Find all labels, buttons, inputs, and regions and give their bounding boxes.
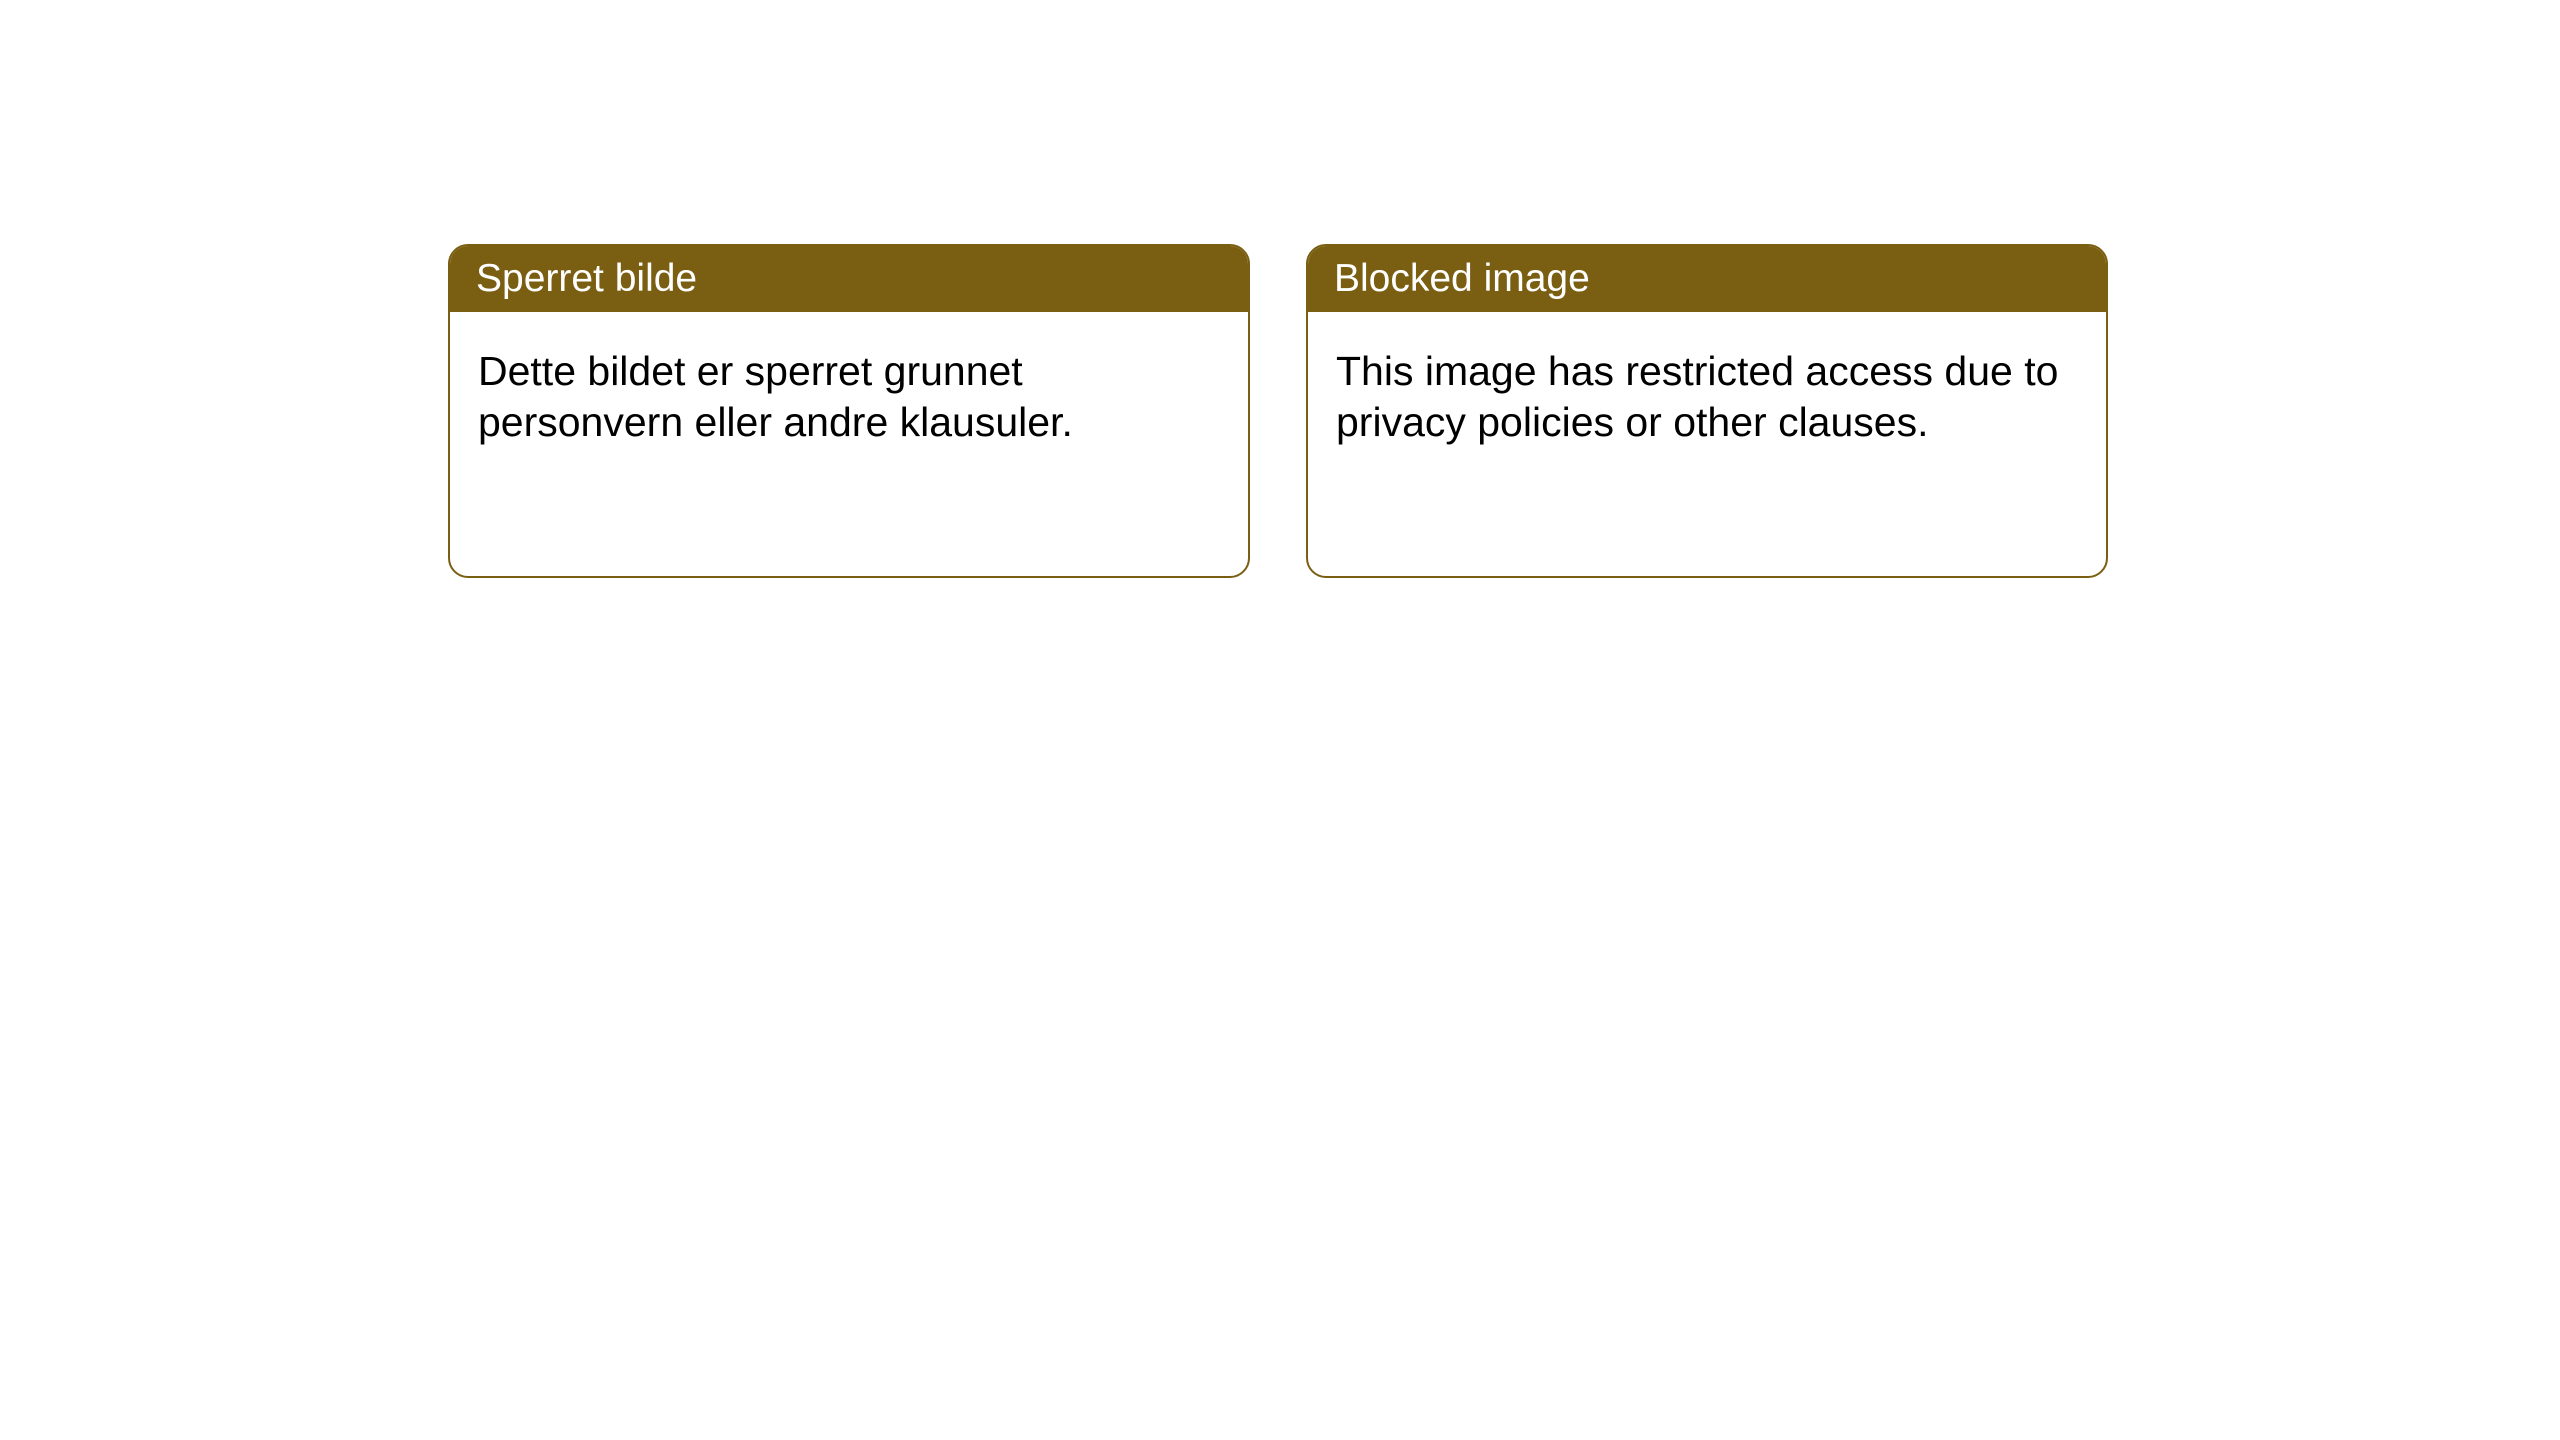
notice-card-norwegian: Sperret bilde Dette bildet er sperret gr… xyxy=(448,244,1250,578)
notice-container: Sperret bilde Dette bildet er sperret gr… xyxy=(0,0,2560,578)
notice-header-norwegian: Sperret bilde xyxy=(450,246,1248,312)
notice-card-english: Blocked image This image has restricted … xyxy=(1306,244,2108,578)
notice-body-english: This image has restricted access due to … xyxy=(1308,312,2106,483)
notice-body-norwegian: Dette bildet er sperret grunnet personve… xyxy=(450,312,1248,483)
notice-header-english: Blocked image xyxy=(1308,246,2106,312)
